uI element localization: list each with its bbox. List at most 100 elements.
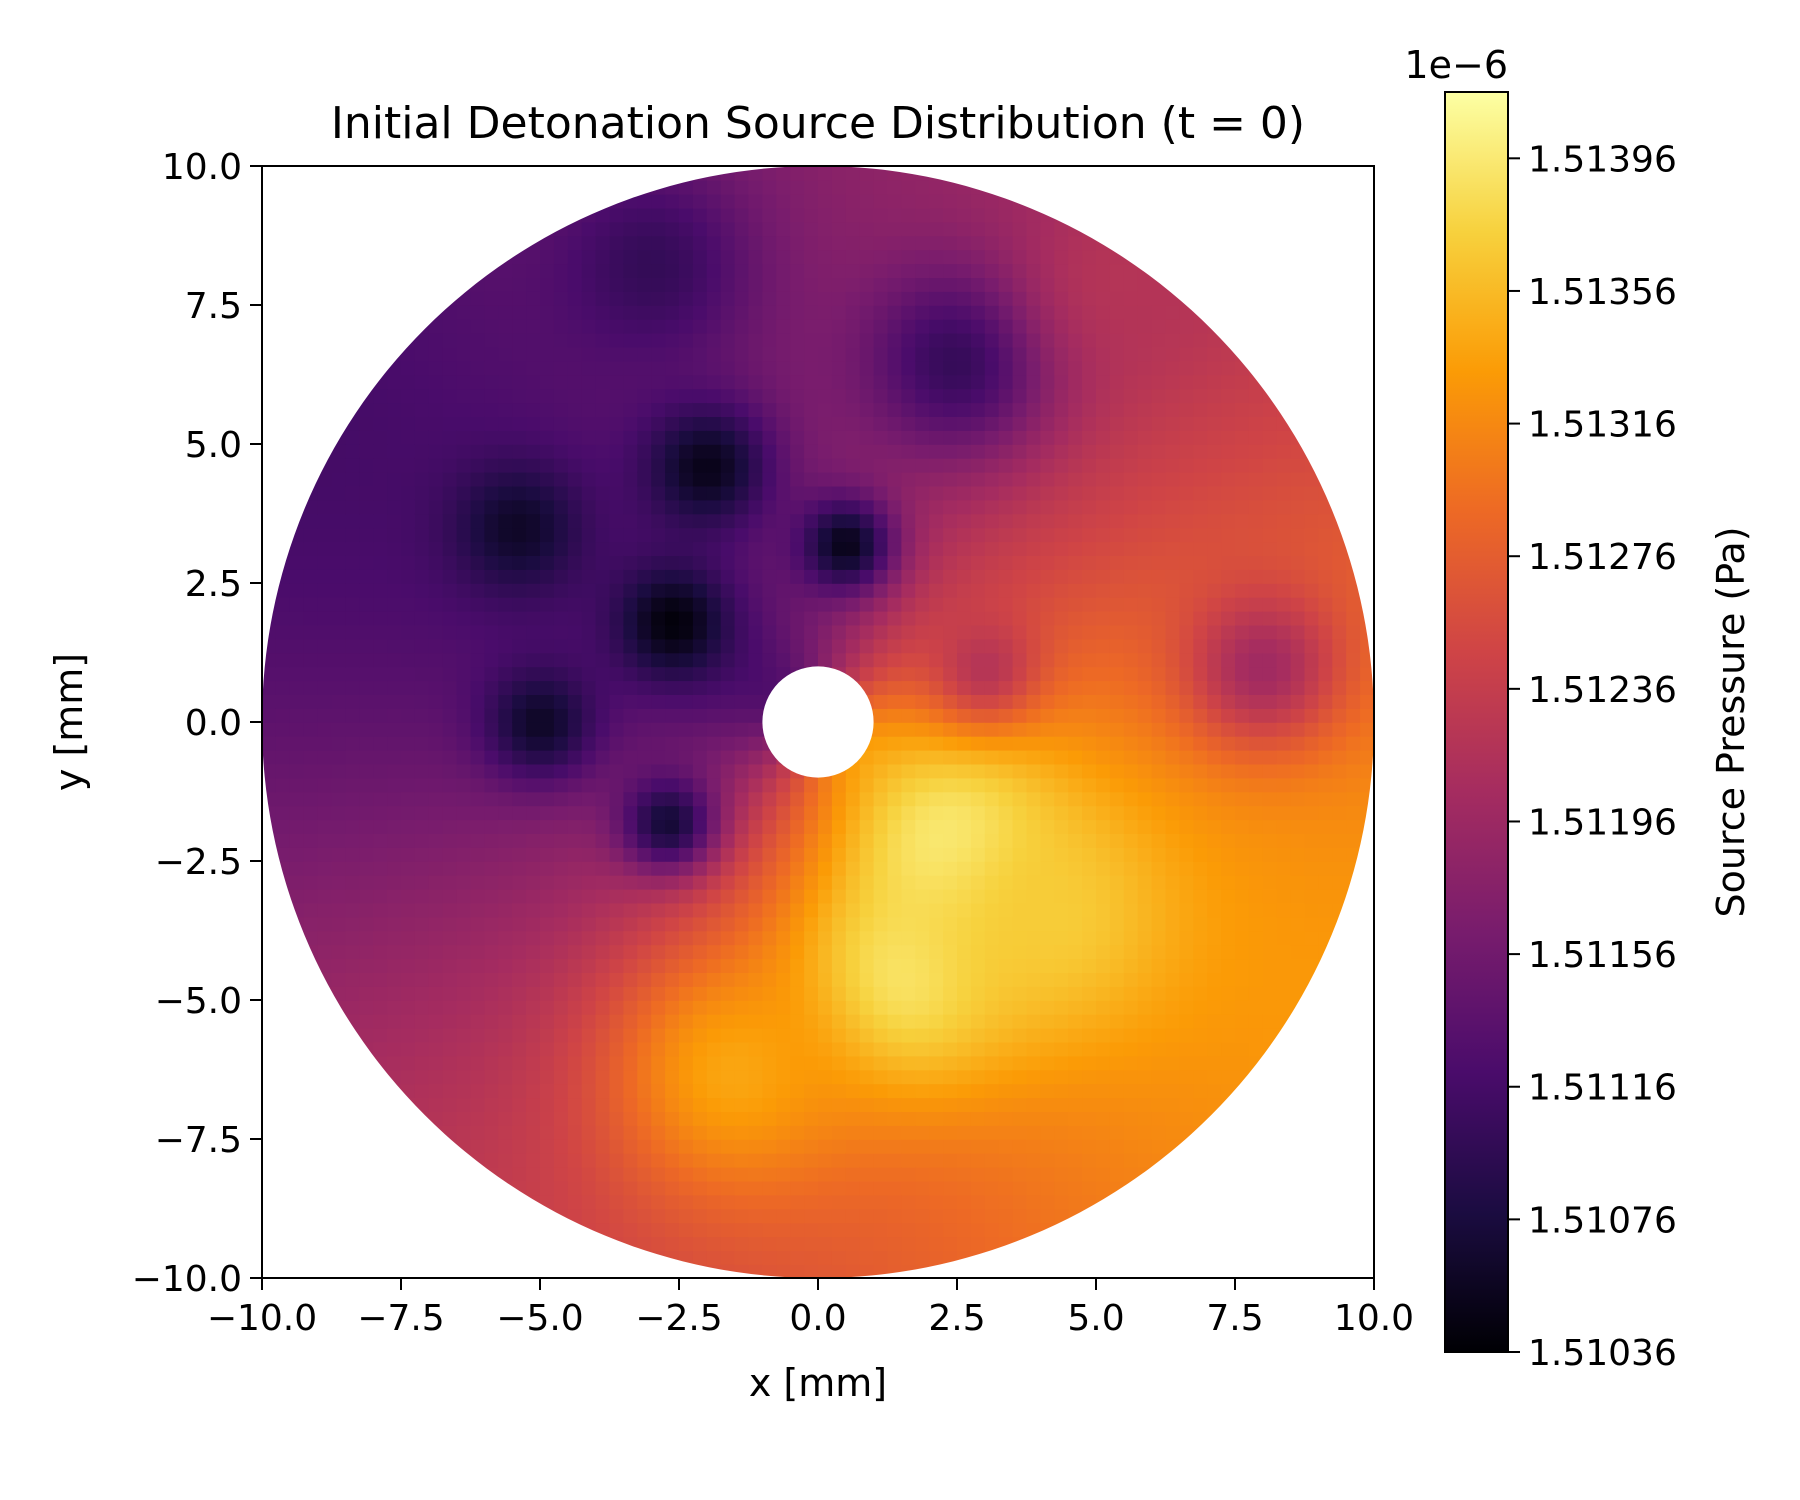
field-cell xyxy=(1012,749,1028,765)
field-cell xyxy=(1109,666,1125,682)
field-cell xyxy=(887,805,903,821)
field-cell xyxy=(1096,819,1111,834)
field-cell xyxy=(1248,624,1264,640)
field-cell xyxy=(414,805,430,821)
field-cell xyxy=(609,555,625,570)
field-cell xyxy=(943,541,958,556)
field-cell xyxy=(957,888,972,904)
field-cell xyxy=(720,527,736,543)
field-cell xyxy=(720,541,736,556)
field-cell xyxy=(998,318,1014,334)
field-cell xyxy=(818,249,833,265)
field-cell xyxy=(748,1222,764,1238)
field-cell xyxy=(1248,499,1264,515)
field-cell xyxy=(1123,833,1139,848)
field-cell xyxy=(1248,1041,1264,1057)
field-cell xyxy=(401,513,416,529)
field-cell xyxy=(289,596,305,612)
field-cell xyxy=(984,1152,1000,1168)
field-cell xyxy=(1235,749,1250,765)
field-cell xyxy=(1248,444,1264,459)
field-cell xyxy=(442,402,458,417)
field-cell xyxy=(831,527,847,543)
field-cell xyxy=(1054,305,1069,320)
field-cell xyxy=(943,471,958,487)
field-cell xyxy=(1109,263,1125,278)
field-cell xyxy=(567,791,583,807)
field-cell xyxy=(1137,291,1153,306)
field-cell xyxy=(845,332,861,348)
field-cell xyxy=(734,1139,750,1154)
field-cell xyxy=(818,902,833,918)
field-cell xyxy=(317,666,333,682)
field-cell xyxy=(915,708,930,723)
field-cell xyxy=(484,1013,500,1029)
field-cell xyxy=(887,485,903,501)
field-cell xyxy=(734,805,750,821)
field-cell xyxy=(665,1000,680,1015)
field-cell xyxy=(553,986,569,1001)
field-cell xyxy=(1123,291,1139,306)
field-cell xyxy=(456,986,472,1001)
field-cell xyxy=(873,680,889,695)
field-cell xyxy=(804,1125,819,1140)
field-cell xyxy=(679,596,694,612)
field-cell xyxy=(456,1041,472,1057)
field-cell xyxy=(470,1097,486,1112)
field-cell xyxy=(929,1055,944,1071)
field-cell xyxy=(540,1041,555,1057)
field-cell xyxy=(1262,402,1278,417)
field-cell xyxy=(1054,1208,1069,1224)
field-cell xyxy=(1012,874,1028,890)
field-cell xyxy=(1151,388,1167,404)
field-cell xyxy=(512,388,527,404)
field-cell xyxy=(428,930,444,946)
field-cell xyxy=(818,1125,833,1140)
field-cell xyxy=(609,833,625,848)
field-cell xyxy=(859,388,875,404)
field-cell xyxy=(1248,555,1264,570)
field-cell xyxy=(1165,902,1181,918)
field-cell xyxy=(651,513,666,529)
field-cell xyxy=(1012,221,1028,237)
field-cell xyxy=(1109,805,1125,821)
field-cell xyxy=(581,1208,597,1224)
field-cell xyxy=(553,735,569,751)
field-cell xyxy=(595,235,611,251)
field-cell xyxy=(526,555,541,570)
field-cell xyxy=(540,791,555,807)
field-cell xyxy=(706,805,722,821)
field-cell xyxy=(929,680,944,695)
field-cell xyxy=(303,569,319,584)
field-cell xyxy=(845,638,861,654)
field-cell xyxy=(970,430,986,445)
field-cell xyxy=(790,360,805,376)
field-cell xyxy=(970,305,986,320)
field-cell xyxy=(456,485,472,501)
field-cell xyxy=(1012,1097,1028,1112)
field-cell xyxy=(929,638,944,654)
field-cell xyxy=(526,305,541,320)
field-cell xyxy=(1151,541,1167,556)
field-cell xyxy=(1054,638,1069,654)
field-cell xyxy=(1165,360,1181,376)
field-cell xyxy=(595,986,611,1001)
field-cell xyxy=(790,402,805,417)
field-cell xyxy=(1207,916,1222,932)
field-cell xyxy=(873,1000,889,1015)
field-cell xyxy=(845,569,861,584)
field-cell xyxy=(1235,763,1250,779)
field-cell xyxy=(345,430,361,445)
field-cell xyxy=(804,1236,819,1251)
field-cell xyxy=(1054,916,1069,932)
field-cell xyxy=(567,805,583,821)
field-cell xyxy=(762,457,778,473)
field-cell xyxy=(637,1097,652,1112)
field-cell xyxy=(901,291,917,306)
field-cell xyxy=(859,221,875,237)
field-cell xyxy=(428,791,444,807)
field-cell xyxy=(887,847,903,862)
field-cell xyxy=(484,541,500,556)
field-cell xyxy=(1165,1027,1181,1043)
field-cell xyxy=(1151,819,1167,834)
